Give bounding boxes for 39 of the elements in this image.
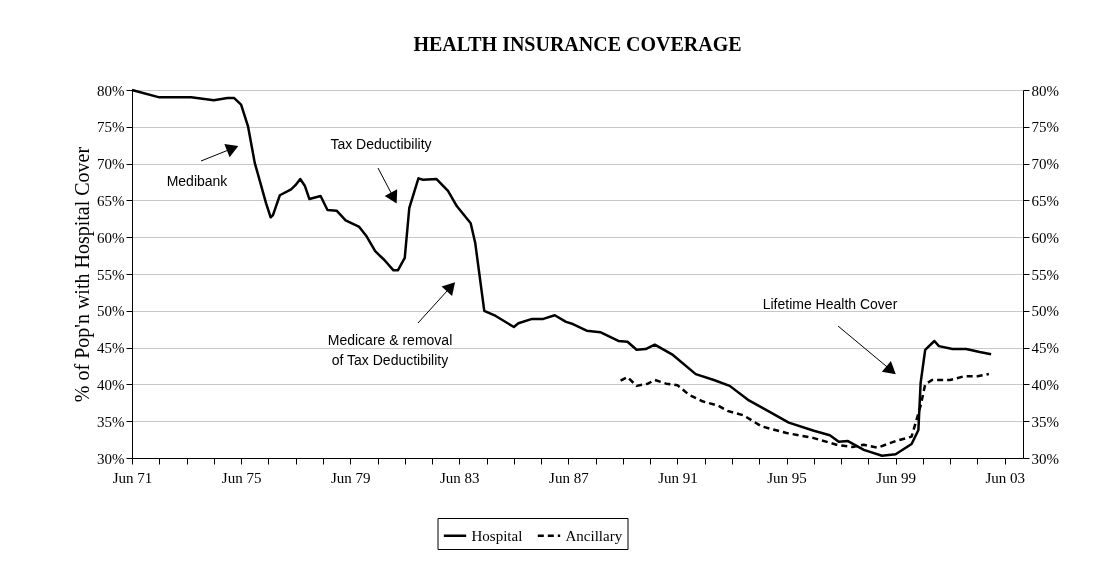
y2-tick-label: 70% — [1031, 156, 1059, 173]
y2-tick-label: 30% — [1031, 450, 1059, 467]
y2-tick-label: 45% — [1031, 340, 1059, 357]
y2-tick-label: 80% — [1031, 82, 1059, 99]
y2-tick-label: 35% — [1031, 413, 1059, 430]
x-tick-label: Jun 03 — [985, 469, 1025, 486]
y2-tick-label: 50% — [1031, 303, 1059, 320]
legend-label: Hospital — [471, 527, 523, 544]
y2-tick-label: 60% — [1031, 229, 1059, 246]
annotation: Lifetime Health Cover — [762, 296, 898, 312]
y2-tick-label: 65% — [1031, 192, 1059, 209]
x-tick-label: Jun 79 — [330, 469, 371, 486]
x-tick-label: Jun 83 — [439, 469, 480, 486]
y-axis-title: % of Pop'n with Hospital Cover — [71, 146, 94, 403]
y-tick-label: 60% — [97, 229, 125, 246]
x-tick-label: Jun 71 — [112, 469, 153, 486]
y-tick-label: 50% — [97, 303, 125, 320]
y-tick-label: 70% — [97, 156, 125, 173]
x-tick-label: Jun 95 — [767, 469, 807, 486]
y2-tick-label: 75% — [1031, 119, 1059, 136]
x-tick-label: Jun 99 — [876, 469, 916, 486]
y-tick-label: 65% — [97, 192, 125, 209]
annotation: Tax Deductibility — [330, 136, 432, 152]
y-tick-label: 80% — [97, 82, 125, 99]
y2-tick-label: 55% — [1031, 266, 1059, 283]
annotation: Medicare & removal of Tax Deductibility — [327, 332, 453, 368]
y-tick-label: 30% — [97, 450, 125, 467]
chart-title: HEALTH INSURANCE COVERAGE — [413, 33, 742, 55]
y-tick-label: 40% — [97, 376, 125, 393]
legend-label: Ancillary — [565, 527, 623, 544]
x-tick-label: Jun 87 — [549, 469, 590, 486]
annotation: Medibank — [166, 173, 229, 189]
y2-tick-label: 40% — [1031, 376, 1059, 393]
y-tick-label: 55% — [97, 266, 125, 283]
x-tick-label: Jun 91 — [658, 469, 698, 486]
y-tick-label: 75% — [97, 119, 125, 136]
x-tick-label: Jun 75 — [221, 469, 262, 486]
y-tick-label: 45% — [97, 340, 125, 357]
y-tick-label: 35% — [97, 413, 125, 430]
